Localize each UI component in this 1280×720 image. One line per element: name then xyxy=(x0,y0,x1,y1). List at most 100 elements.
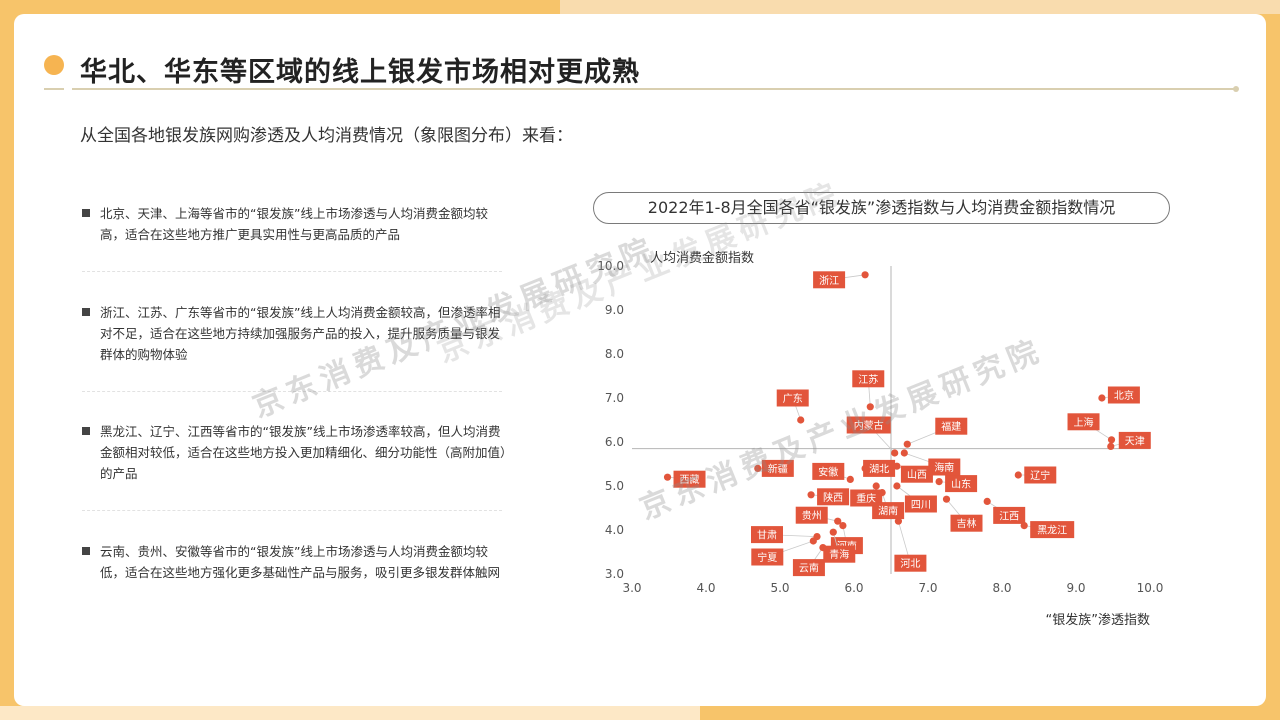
point-label-box xyxy=(945,475,978,493)
data-point-吉林 xyxy=(942,495,951,503)
point-label: 四川 xyxy=(911,500,931,511)
point-label: 浙江 xyxy=(819,275,839,287)
point-label: 福建 xyxy=(941,420,961,433)
point-label-box xyxy=(1030,521,1075,539)
data-point-黑龙江 xyxy=(1020,522,1028,530)
point-label-box xyxy=(872,502,905,520)
square-bullet-icon xyxy=(82,308,90,316)
point-item: 北京、天津、上海等省市的“银发族”线上市场渗透与人均消费金额均较高，适合在这些地… xyxy=(82,203,507,245)
x-tick-label: 8.0 xyxy=(992,581,1011,595)
data-point-广东 xyxy=(797,416,805,424)
point-label: 江西 xyxy=(999,510,1019,522)
point-label-box xyxy=(928,458,961,476)
point-label-box xyxy=(904,495,937,513)
point-label: 天津 xyxy=(1125,435,1145,447)
data-point-江西 xyxy=(983,497,991,505)
data-point-贵州 xyxy=(834,517,842,525)
point-label: 内蒙古 xyxy=(854,419,884,432)
point-label: 新疆 xyxy=(768,462,788,475)
divider xyxy=(82,510,502,511)
point-label-box xyxy=(792,559,825,577)
data-point-海南 xyxy=(900,449,908,457)
data-point-宁夏 xyxy=(809,537,817,545)
y-tick-label: 10.0 xyxy=(597,259,624,273)
point-label: 重庆 xyxy=(856,492,876,505)
square-bullet-icon xyxy=(82,427,90,435)
y-axis-title: 人均消费金额指数 xyxy=(650,250,754,266)
data-point-山东 xyxy=(935,478,943,486)
y-tick-label: 9.0 xyxy=(605,303,624,317)
title-rule xyxy=(72,88,1236,90)
y-tick-label: 3.0 xyxy=(605,567,624,581)
point-label-box xyxy=(812,462,845,480)
slide-card xyxy=(14,14,1266,706)
point-label: 安徽 xyxy=(818,465,838,478)
point-label-box xyxy=(776,389,809,407)
point-label: 广东 xyxy=(783,392,803,405)
point-label-box xyxy=(751,548,784,566)
point-label-box xyxy=(935,417,968,435)
point-label-box xyxy=(863,459,896,477)
point-label-box xyxy=(993,506,1026,524)
point-label-box xyxy=(1024,466,1057,484)
y-tick-label: 8.0 xyxy=(605,347,624,361)
data-point-重庆 xyxy=(872,482,880,490)
point-label: 辽宁 xyxy=(1030,469,1050,482)
data-point-河南 xyxy=(839,522,847,530)
divider xyxy=(82,391,502,392)
title-dot-icon xyxy=(44,55,64,75)
y-tick-label: 4.0 xyxy=(605,523,624,537)
point-label: 云南 xyxy=(799,562,819,575)
point-label-box xyxy=(900,465,933,483)
point-label: 西藏 xyxy=(680,474,700,486)
point-label-box xyxy=(795,506,828,524)
x-tick-label: 6.0 xyxy=(844,581,863,595)
x-tick-label: 7.0 xyxy=(918,581,937,595)
point-label: 湖北 xyxy=(869,463,889,475)
data-point-西藏 xyxy=(663,473,672,481)
point-label-box xyxy=(894,554,927,572)
point-label-box xyxy=(761,459,794,477)
data-point-内蒙古 xyxy=(891,449,899,457)
point-label-box xyxy=(817,488,850,506)
point-label-box xyxy=(1067,413,1100,431)
point-label: 宁夏 xyxy=(757,551,777,564)
x-tick-label: 5.0 xyxy=(770,581,789,595)
x-axis-title: “银发族”渗透指数 xyxy=(1046,612,1150,628)
square-bullet-icon xyxy=(82,547,90,555)
point-label-box xyxy=(751,526,783,544)
point-label-box xyxy=(1107,386,1140,404)
title-rule-end-dot xyxy=(1233,86,1239,92)
point-text: 北京、天津、上海等省市的“银发族”线上市场渗透与人均消费金额均较高，适合在这些地… xyxy=(100,206,488,242)
point-label: 山东 xyxy=(951,478,971,491)
title-rule-left xyxy=(44,88,64,90)
point-item: 黑龙江、辽宁、江西等省市的“银发族”线上市场渗透率较高，但人均消费金额相对较低，… xyxy=(82,421,507,484)
decor-band-top xyxy=(560,0,1280,14)
data-point-安徽 xyxy=(846,475,854,483)
data-point-上海 xyxy=(1107,436,1116,444)
data-point-浙江 xyxy=(861,271,869,279)
x-tick-label: 10.0 xyxy=(1137,581,1164,595)
data-point-河北 xyxy=(894,517,902,525)
point-label-box xyxy=(813,271,846,289)
divider xyxy=(82,271,502,272)
data-point-陕西 xyxy=(807,491,815,499)
point-label: 甘肃 xyxy=(757,529,777,542)
point-label: 湖南 xyxy=(878,505,898,518)
data-point-辽宁 xyxy=(1014,471,1022,479)
point-label-box xyxy=(846,416,891,434)
decor-band-bottom xyxy=(0,706,700,720)
point-text: 云南、贵州、安徽等省市的“银发族”线上市场渗透与人均消费金额均较低，适合在这些地… xyxy=(100,544,501,580)
subtitle: 从全国各地银发族网购渗透及人均消费情况（象限图分布）来看： xyxy=(80,126,573,146)
point-label-box xyxy=(823,545,856,563)
scatter-chart: 3.0 4.0 5.0 6.0 7.0 8.0 9.0 10.0 3.0 4.0 5.0 6.0 7.0… xyxy=(597,250,1164,628)
point-label-box xyxy=(852,370,885,388)
page-title: 华北、华东等区域的线上银发市场相对更成熟 xyxy=(80,57,640,88)
data-point-山西 xyxy=(893,462,901,470)
square-bullet-icon xyxy=(82,209,90,217)
chart-title: 2022年1-8月全国各省“银发族”渗透指数与人均消费金额指数情况 xyxy=(593,192,1170,224)
x-tick-label: 4.0 xyxy=(696,581,715,595)
point-label: 吉林 xyxy=(957,517,977,530)
point-label-box xyxy=(673,470,706,488)
data-point-北京 xyxy=(1098,394,1106,402)
